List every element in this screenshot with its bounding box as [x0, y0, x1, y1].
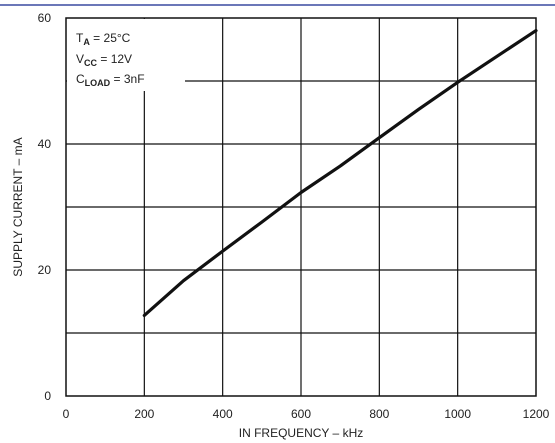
x-tick-label: 1000 [444, 407, 471, 421]
x-axis-label: IN FREQUENCY – kHz [239, 426, 363, 440]
plot-frame [65, 17, 537, 397]
annotation-vcc: VCC = 12V [76, 52, 132, 68]
y-tick-label: 0 [44, 389, 51, 403]
annotation-ta: TA = 25°C [76, 31, 131, 47]
annotation-cload: CLOAD = 3nF [76, 72, 145, 88]
x-tick-label: 0 [63, 407, 70, 421]
y-tick-label: 40 [38, 137, 52, 151]
y-tick-label: 20 [38, 263, 52, 277]
x-tick-label: 600 [291, 407, 311, 421]
x-tick-label: 1200 [523, 407, 550, 421]
y-axis-label: SUPPLY CURRENT – mA [11, 137, 25, 276]
x-tick-label: 200 [134, 407, 154, 421]
y-tick-label: 60 [38, 11, 52, 25]
x-tick-labels: 0 200 400 600 800 1000 1200 [63, 407, 550, 421]
series-line [142, 29, 538, 317]
x-tick-label: 800 [369, 407, 389, 421]
annotation-box [67, 19, 185, 91]
y-tick-labels: 0 20 40 60 [38, 11, 52, 403]
x-tick-label: 400 [213, 407, 233, 421]
